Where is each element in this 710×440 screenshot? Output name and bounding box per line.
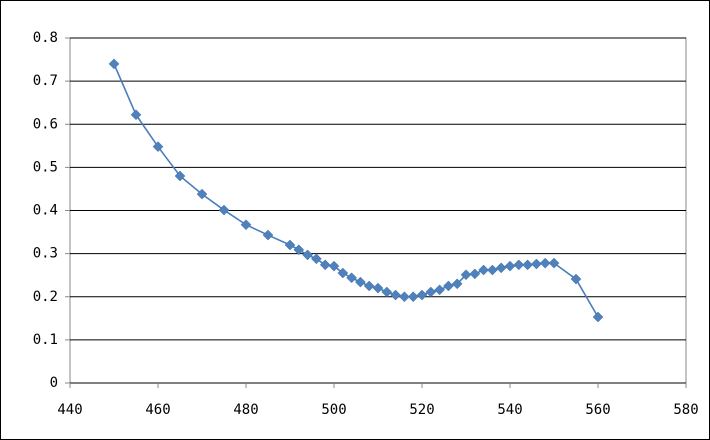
data-point — [262, 229, 274, 241]
data-point — [355, 276, 366, 288]
data-point — [363, 280, 375, 292]
data-point — [399, 291, 410, 303]
data-point — [592, 311, 604, 323]
data-point — [108, 58, 120, 70]
data-point — [328, 260, 340, 272]
data-point — [469, 268, 481, 280]
data-point — [319, 259, 331, 271]
y-tick-label: 0.2 — [33, 289, 58, 305]
data-point — [513, 259, 525, 271]
data-point — [407, 291, 419, 303]
data-point — [293, 244, 305, 256]
data-point — [302, 249, 313, 261]
data-point — [284, 239, 296, 251]
x-tick-label: 580 — [673, 402, 698, 418]
data-point — [539, 257, 551, 269]
data-point — [152, 141, 164, 153]
data-point — [487, 264, 498, 276]
data-point — [174, 170, 186, 182]
x-tick-label: 500 — [321, 402, 346, 418]
y-tick-label: 0 — [50, 375, 58, 391]
data-point — [196, 188, 208, 200]
data-point — [346, 272, 357, 284]
data-point — [311, 253, 322, 265]
x-tick-label: 460 — [145, 402, 170, 418]
data-point — [390, 289, 401, 301]
data-point — [522, 259, 533, 271]
data-point — [381, 286, 393, 298]
y-tick-label: 0.3 — [33, 246, 58, 262]
data-point — [372, 282, 384, 294]
x-tick-label: 480 — [233, 402, 258, 418]
y-tick-label: 0.4 — [33, 203, 58, 219]
data-point — [218, 204, 230, 216]
data-point — [337, 267, 349, 279]
data-point — [495, 262, 507, 274]
data-point — [570, 273, 582, 285]
y-tick-label: 0.5 — [33, 159, 58, 175]
data-point — [451, 278, 463, 290]
y-tick-label: 0.8 — [33, 30, 58, 46]
y-tick-label: 0.7 — [33, 73, 58, 89]
x-tick-label: 440 — [57, 402, 82, 418]
x-tick-label: 560 — [585, 402, 610, 418]
data-point — [425, 286, 437, 298]
data-point — [434, 284, 445, 296]
x-tick-label: 540 — [497, 402, 522, 418]
data-point — [548, 257, 560, 269]
data-point — [460, 269, 472, 281]
data-point — [504, 260, 516, 272]
data-point — [240, 219, 252, 231]
data-point — [130, 109, 142, 121]
data-point — [416, 289, 428, 301]
data-point — [531, 258, 542, 270]
y-tick-label: 0.6 — [33, 116, 58, 132]
y-tick-label: 0.1 — [33, 332, 58, 348]
data-point — [478, 264, 489, 276]
x-tick-label: 520 — [409, 402, 434, 418]
data-point — [443, 280, 454, 292]
